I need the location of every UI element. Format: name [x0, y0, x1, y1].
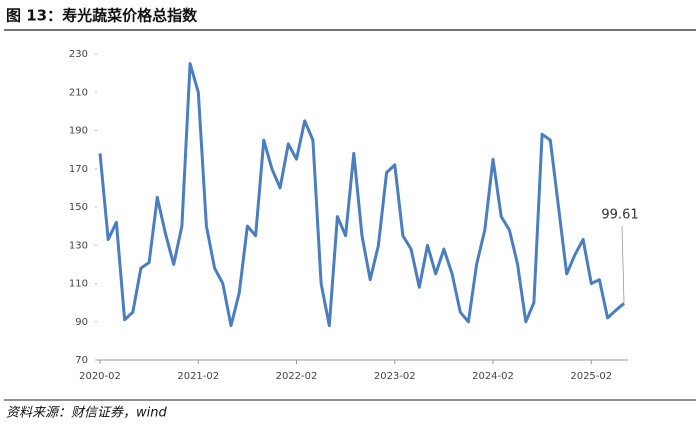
- chart-title: 图 13：寿光蔬菜价格总指数: [6, 7, 198, 25]
- source-note: 资料来源：财信证券，wind: [6, 406, 167, 421]
- y-tick-label: 110: [69, 279, 88, 290]
- data-label: 99.61: [601, 208, 638, 223]
- x-tick-label: 2022-02: [276, 371, 318, 382]
- y-tick-label: 150: [69, 202, 88, 213]
- label-leader: [621, 225, 625, 304]
- x-tick-label: 2020-02: [79, 371, 121, 382]
- x-tick-label: 2024-02: [472, 371, 514, 382]
- y-tick-label: 90: [75, 317, 88, 328]
- x-tick-label: 2025-02: [570, 371, 612, 382]
- x-tick-label: 2021-02: [177, 371, 219, 382]
- data-line: [98, 62, 625, 328]
- x-tick-label: 2023-02: [374, 371, 416, 382]
- y-tick-label: 230: [69, 49, 88, 60]
- y-tick-label: 70: [75, 355, 88, 366]
- y-tick-label: 170: [69, 164, 88, 175]
- y-tick-label: 190: [69, 126, 88, 137]
- y-tick-label: 130: [69, 240, 88, 251]
- y-tick-label: 210: [69, 87, 88, 98]
